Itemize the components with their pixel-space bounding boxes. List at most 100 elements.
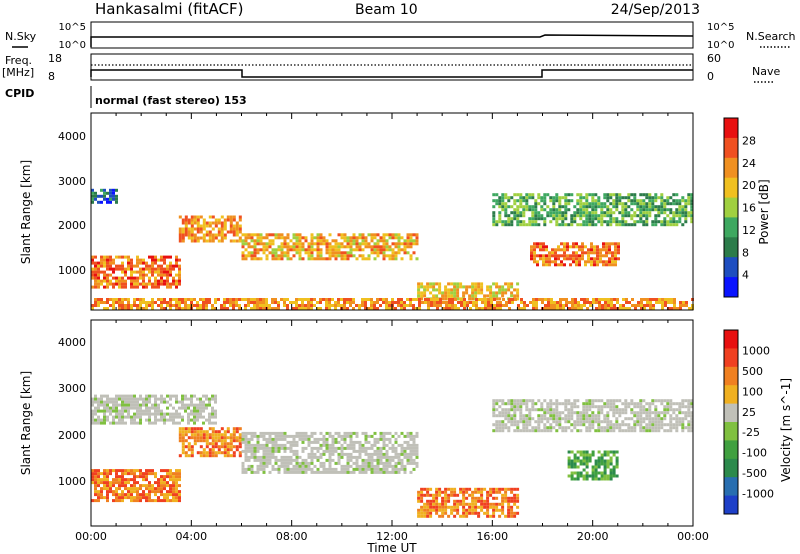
echo-cell xyxy=(627,196,631,200)
echo-cell xyxy=(499,301,502,304)
echo-cell xyxy=(166,493,169,497)
echo-cell xyxy=(319,464,323,468)
echo-cell xyxy=(340,467,344,471)
echo-cell xyxy=(352,449,356,453)
echo-cell xyxy=(457,301,460,304)
echo-cell xyxy=(262,251,266,255)
echo-cell xyxy=(316,301,319,304)
echo-cell xyxy=(634,307,637,310)
echo-cell xyxy=(498,205,502,209)
echo-cell xyxy=(576,414,580,418)
echo-cell xyxy=(462,511,466,515)
echo-cell xyxy=(94,397,97,401)
echo-cell xyxy=(355,431,359,435)
echo-cell xyxy=(109,258,112,262)
echo-cell xyxy=(636,205,640,209)
echo-cell xyxy=(681,405,685,409)
echo-cell xyxy=(469,301,472,304)
echo-cell xyxy=(522,423,526,427)
echo-cell xyxy=(232,439,236,443)
echo-cell xyxy=(570,423,574,427)
echo-cell xyxy=(301,307,304,310)
echo-cell xyxy=(542,248,545,252)
echo-cell xyxy=(594,474,598,478)
echo-cell xyxy=(555,414,559,418)
echo-cell xyxy=(456,502,460,506)
echo-cell xyxy=(343,446,347,450)
echo-cell xyxy=(610,301,613,304)
echo-cell xyxy=(157,403,160,407)
echo-cell xyxy=(672,199,676,203)
echo-cell xyxy=(630,202,634,206)
echo-cell xyxy=(681,423,685,427)
echo-cell xyxy=(549,426,553,430)
echo-cell xyxy=(663,414,667,418)
echo-cell xyxy=(600,214,604,218)
echo-cell xyxy=(202,221,206,225)
echo-cell xyxy=(600,420,604,424)
echo-cell xyxy=(448,307,451,310)
echo-cell xyxy=(406,251,410,255)
echo-cell xyxy=(690,208,694,212)
echo-cell xyxy=(630,208,634,212)
echo-cell xyxy=(328,248,332,252)
echo-cell xyxy=(606,474,610,478)
echo-cell xyxy=(429,508,433,512)
echo-cell xyxy=(136,258,139,262)
echo-cell xyxy=(663,217,667,221)
echo-cell xyxy=(94,478,97,482)
echo-cell xyxy=(486,508,490,512)
echo-cell xyxy=(187,442,191,446)
echo-cell xyxy=(684,414,688,418)
echo-cell xyxy=(507,223,511,227)
echo-cell xyxy=(648,205,652,209)
echo-cell xyxy=(394,242,398,246)
echo-cell xyxy=(202,448,206,452)
echo-cell xyxy=(504,408,508,412)
echo-cell xyxy=(546,405,550,409)
echo-cell xyxy=(603,426,607,430)
echo-cell xyxy=(310,245,314,249)
echo-cell xyxy=(382,242,386,246)
cpid-panel: CPID normal (fast stereo) 153 xyxy=(5,86,247,108)
echo-cell xyxy=(621,211,625,215)
echo-cell xyxy=(154,409,157,413)
echo-cell xyxy=(519,193,523,197)
echo-cell xyxy=(465,285,469,289)
echo-cell xyxy=(388,470,392,474)
echo-cell xyxy=(406,239,410,243)
echo-cell xyxy=(597,426,601,430)
echo-cell xyxy=(525,405,529,409)
echo-cell xyxy=(148,490,151,494)
echo-cell xyxy=(660,411,664,415)
echo-cell xyxy=(504,211,508,215)
echo-cell xyxy=(148,412,151,416)
echo-cell xyxy=(614,263,617,267)
echo-cell xyxy=(651,423,655,427)
echo-cell xyxy=(591,199,595,203)
echo-cell xyxy=(441,294,445,298)
echo-cell xyxy=(100,421,103,425)
echo-cell xyxy=(465,490,469,494)
echo-cell xyxy=(238,224,242,228)
echo-cell xyxy=(681,426,685,430)
echo-cell xyxy=(549,414,553,418)
echo-cell xyxy=(564,199,568,203)
echo-cell xyxy=(566,245,569,249)
echo-cell xyxy=(97,472,100,476)
echo-cell xyxy=(106,418,109,422)
echo-cell xyxy=(406,452,410,456)
echo-cell xyxy=(106,200,109,204)
echo-cell xyxy=(202,233,206,237)
echo-cell xyxy=(295,304,298,307)
echo-cell xyxy=(154,481,157,485)
echo-cell xyxy=(364,239,368,243)
echo-cell xyxy=(690,220,694,224)
echo-cell xyxy=(346,455,350,459)
echo-cell xyxy=(536,242,539,246)
echo-cell xyxy=(453,502,457,506)
echo-cell xyxy=(621,214,625,218)
echo-cell xyxy=(208,224,212,228)
echo-cell xyxy=(639,426,643,430)
echo-cell xyxy=(352,431,356,435)
